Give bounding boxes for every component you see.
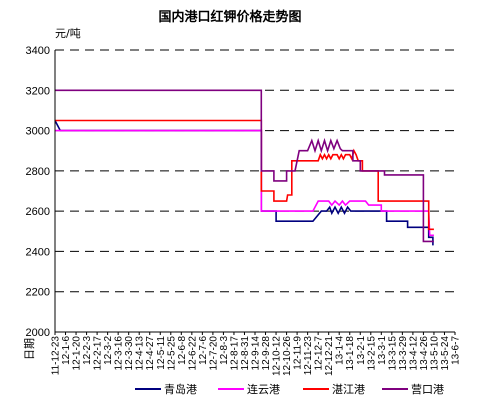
x-tick-label-12-1-20: 12-1-20 <box>72 336 83 371</box>
x-tick-label-12-7-20: 12-7-20 <box>208 336 219 371</box>
x-tick-label-12-12-7: 12-12-7 <box>314 336 325 371</box>
x-tick-label-12-8-3: 12-8-3 <box>219 336 230 365</box>
x-tick-label-13-4-26: 13-4-26 <box>419 336 430 371</box>
x-tick-label-12-6-8: 12-6-8 <box>177 336 188 365</box>
x-tick-label-12-6-22: 12-6-22 <box>187 336 198 371</box>
x-tick-label-13-1-18: 13-1-18 <box>345 336 356 371</box>
series-line-4 <box>55 89 434 243</box>
y-tick-label-2200: 2200 <box>26 287 50 299</box>
x-tick-label-12-11-23: 12-11-23 <box>303 336 314 376</box>
legend-label-2: 连云港 <box>247 383 280 396</box>
series-line-2 <box>55 129 434 237</box>
chart-title: 国内港口红钾价格走势图 <box>158 9 301 25</box>
x-tick-label-12-4-13: 12-4-13 <box>135 336 146 371</box>
x-tick-label-12-4-27: 12-4-27 <box>145 336 156 371</box>
x-tick-label-12-3-2: 12-3-2 <box>103 336 114 365</box>
x-tick-label-12-7-6: 12-7-6 <box>198 336 209 365</box>
series-line-1 <box>54 120 434 246</box>
series-line-3 <box>55 119 434 231</box>
y-axis-unit-label: 元/吨 <box>55 27 81 40</box>
x-tick-label-13-2-1: 13-2-1 <box>356 336 367 365</box>
y-tick-label-2800: 2800 <box>26 166 50 178</box>
x-tick-label-13-2-15: 13-2-15 <box>366 336 377 371</box>
y-axis-ticks: 2000 2200 2400 2600 2800 3000 3200 3400 <box>26 45 50 339</box>
x-tick-label-13-1-4: 13-1-4 <box>335 336 346 365</box>
legend-label-1: 青岛港 <box>164 382 197 396</box>
x-tick-label-12-1-6: 12-1-6 <box>61 336 72 365</box>
legend: 青岛港 连云港 湛江港 营口港 <box>135 382 444 396</box>
x-tick-label-12-10-26: 12-10-26 <box>282 336 293 376</box>
x-tick-label-12-10-12: 12-10-12 <box>272 336 283 376</box>
axes <box>54 50 455 333</box>
x-tick-label-12-8-17: 12-8-17 <box>229 336 240 371</box>
x-tick-label-12-12-21: 12-12-21 <box>324 336 335 376</box>
x-tick-label-13-5-10: 13-5-10 <box>429 336 440 371</box>
x-tick-label-13-3-29: 13-3-29 <box>398 336 409 371</box>
legend-label-4: 营口港 <box>411 382 444 396</box>
x-tick-label-12-11-9: 12-11-9 <box>293 336 304 370</box>
y-tick-label-3000: 3000 <box>26 126 50 138</box>
x-tick-label-13-5-24: 13-5-24 <box>440 336 451 371</box>
x-tick-label-13-6-7: 13-6-7 <box>451 336 462 365</box>
x-tick-label-12-5-11: 12-5-11 <box>156 336 167 370</box>
x-tick-label-12-3-16: 12-3-16 <box>114 336 125 371</box>
y-tick-label-2400: 2400 <box>26 246 50 258</box>
y-tick-label-3200: 3200 <box>26 85 50 97</box>
x-tick-label-12-2-3: 12-2-3 <box>82 336 93 365</box>
x-axis-ticks: 11-12-23 12-1-6 12-1-20 12-2-3 12-2-17 12-3-2… <box>51 332 462 376</box>
x-tick-label-12-5-25: 12-5-25 <box>166 336 177 371</box>
legend-label-3: 湛江港 <box>332 383 365 396</box>
grid-lines <box>55 49 455 293</box>
x-axis-label: 日期 <box>23 338 36 360</box>
x-tick-label-13-3-15: 13-3-15 <box>387 336 398 371</box>
x-tick-label-11-12-23: 11-12-23 <box>51 336 62 376</box>
y-tick-label-2600: 2600 <box>26 206 50 218</box>
x-tick-label-12-2-17: 12-2-17 <box>93 336 104 371</box>
y-tick-label-2000: 2000 <box>26 327 50 339</box>
x-tick-label-13-3-1: 13-3-1 <box>377 336 388 365</box>
x-tick-label-12-9-14: 12-9-14 <box>251 336 262 371</box>
y-tick-label-3400: 3400 <box>26 45 50 57</box>
x-tick-label-12-3-30: 12-3-30 <box>124 336 135 371</box>
series-lines <box>54 89 434 246</box>
x-tick-label-12-8-31: 12-8-31 <box>240 336 251 371</box>
x-tick-label-12-9-28: 12-9-28 <box>261 336 272 371</box>
x-tick-label-13-4-12: 13-4-12 <box>408 336 419 371</box>
